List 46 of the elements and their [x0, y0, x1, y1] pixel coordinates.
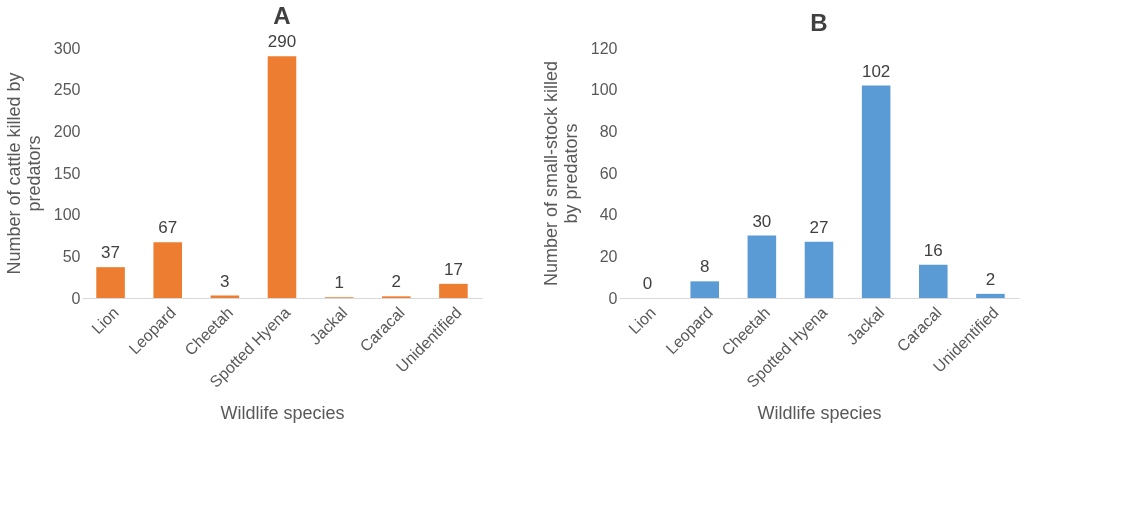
- data-label: 16: [923, 240, 943, 260]
- chart-title: B: [810, 9, 828, 36]
- data-label: 102: [861, 61, 891, 81]
- y-tick-label: 120: [590, 39, 618, 57]
- data-label: 2: [985, 269, 996, 289]
- data-label: 290: [267, 32, 297, 52]
- y-axis-title: Number of cattle killed by predators: [3, 72, 44, 275]
- y-tick-label: 80: [599, 122, 618, 140]
- y-tick-label: 300: [53, 39, 81, 57]
- x-axis-title: Wildlife species: [757, 402, 882, 423]
- data-label: 0: [642, 274, 653, 293]
- bar: [861, 85, 891, 298]
- x-tick-label: Lion: [625, 303, 659, 338]
- y-tick-label: 40: [599, 206, 618, 224]
- data-label: 17: [443, 259, 463, 279]
- bar: [690, 281, 719, 298]
- data-label: 37: [101, 243, 121, 263]
- x-tick-label: Lion: [88, 303, 122, 338]
- data-label: 1: [334, 273, 344, 293]
- data-label: 27: [809, 217, 829, 237]
- y-tick-label: 100: [590, 81, 618, 99]
- y-tick-label: 200: [53, 122, 81, 140]
- bar: [804, 241, 834, 298]
- data-label: 67: [158, 218, 178, 238]
- x-axis-title: Wildlife species: [220, 402, 345, 423]
- data-label: 8: [699, 257, 710, 277]
- bar: [153, 242, 182, 298]
- y-tick-label: 0: [608, 289, 618, 307]
- bar: [267, 56, 297, 298]
- bar: [96, 267, 125, 298]
- y-tick-label: 100: [53, 206, 81, 224]
- bar: [439, 283, 468, 298]
- data-label: 3: [220, 271, 230, 291]
- y-tick-label: 0: [71, 289, 81, 307]
- y-tick-label: 250: [53, 81, 81, 99]
- bar: [976, 293, 1005, 298]
- bar: [747, 235, 777, 298]
- y-tick-label: 60: [599, 164, 618, 182]
- y-tick-label: 150: [53, 164, 81, 182]
- data-label: 2: [391, 272, 402, 292]
- y-tick-label: 20: [599, 247, 618, 265]
- data-label: 30: [752, 211, 772, 231]
- y-tick-label: 50: [62, 247, 81, 265]
- bar: [919, 264, 948, 298]
- y-axis-title: Number of small-stock killed by predators: [540, 60, 581, 287]
- chart-title: A: [273, 2, 291, 30]
